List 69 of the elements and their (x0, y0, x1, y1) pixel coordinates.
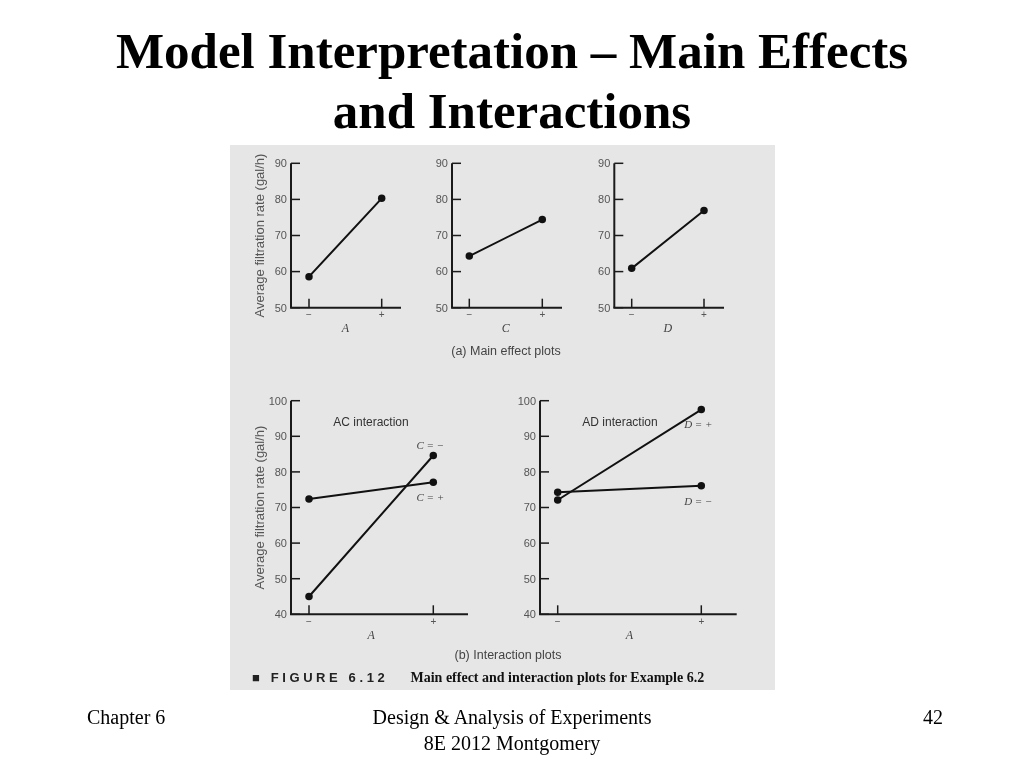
x-tick-label: − (466, 309, 473, 321)
y-tick-label: 50 (598, 301, 611, 314)
y-tick-label: 100 (517, 394, 536, 407)
y-tick-label: 40 (523, 608, 536, 621)
y-tick-label: 90 (274, 430, 287, 443)
x-tick-label: + (378, 309, 385, 321)
y-tick-label: 60 (598, 265, 611, 278)
x-axis-title: A (624, 627, 634, 642)
y-tick-label: 90 (523, 430, 536, 443)
y-tick-label: 50 (274, 572, 287, 585)
y-tick-label: 80 (435, 193, 448, 206)
x-axis-title: D (662, 320, 673, 335)
text: (a) Main effect plots (451, 344, 561, 358)
y-tick-label: 40 (274, 608, 287, 621)
point (305, 495, 313, 503)
x-axis-title: A (340, 320, 350, 335)
x-axis-title: A (366, 627, 376, 642)
x-tick-label: + (430, 615, 437, 627)
y-tick-label: 80 (523, 465, 536, 478)
y-tick-label: 90 (274, 157, 287, 170)
y-tick-label: 70 (435, 229, 448, 242)
y-tick-label: 100 (268, 394, 287, 407)
y-tick-label: 80 (598, 193, 611, 206)
text: AD interaction (582, 414, 658, 429)
x-tick-label: − (306, 309, 313, 321)
x-tick-label: + (698, 615, 705, 627)
y-tick-label: 50 (523, 572, 536, 585)
point (429, 451, 438, 460)
text: Design & Analysis of Experiments (372, 706, 652, 729)
y-tick-label: 50 (274, 301, 287, 314)
y-tick-label: 50 (435, 301, 448, 314)
x-axis-title: C (501, 320, 511, 335)
series-label: D = − (683, 494, 713, 507)
text: AC interaction (333, 414, 409, 429)
y-tick-label: 80 (274, 465, 287, 478)
text: Main effect and interaction plots for Example 6.2 (410, 669, 705, 685)
y-tick-label: 60 (523, 536, 536, 549)
y-tick-label: 70 (274, 229, 287, 242)
x-tick-label: − (554, 615, 561, 627)
text: Chapter 6 (87, 706, 166, 729)
text: (b) Interaction plots (454, 648, 562, 662)
y-tick-label: 90 (598, 157, 611, 170)
point (429, 478, 438, 486)
point (305, 592, 313, 601)
point (553, 496, 562, 504)
y-tick-label: 60 (274, 265, 287, 278)
point (553, 488, 562, 496)
x-tick-label: − (306, 615, 313, 627)
point (697, 482, 706, 490)
text: 42 (923, 706, 943, 728)
text: Model Interpretation – Main Effects and Interactions (115, 23, 909, 139)
y-tick-label: 70 (523, 501, 536, 514)
y-tick-label: 70 (274, 501, 287, 514)
series-label: C = − (416, 439, 445, 452)
y-tick-label: 60 (435, 265, 448, 278)
x-tick-label: + (701, 309, 708, 321)
y-axis-title: Average filtration rate (gal/h) (251, 425, 267, 590)
x-tick-label: − (628, 309, 635, 321)
y-tick-label: 80 (274, 193, 287, 206)
point (697, 405, 706, 414)
text: ■ FIGURE 6.12 (252, 669, 389, 685)
y-tick-label: 90 (435, 157, 448, 170)
series-label: D = + (683, 418, 713, 431)
text: 8E 2012 Montgomery (423, 732, 601, 755)
y-tick-label: 60 (274, 536, 287, 549)
x-tick-label: + (539, 309, 546, 321)
y-tick-label: 70 (598, 229, 611, 242)
series-label: C = + (416, 491, 445, 504)
y-axis-title: Average filtration rate (gal/h) (251, 153, 267, 318)
